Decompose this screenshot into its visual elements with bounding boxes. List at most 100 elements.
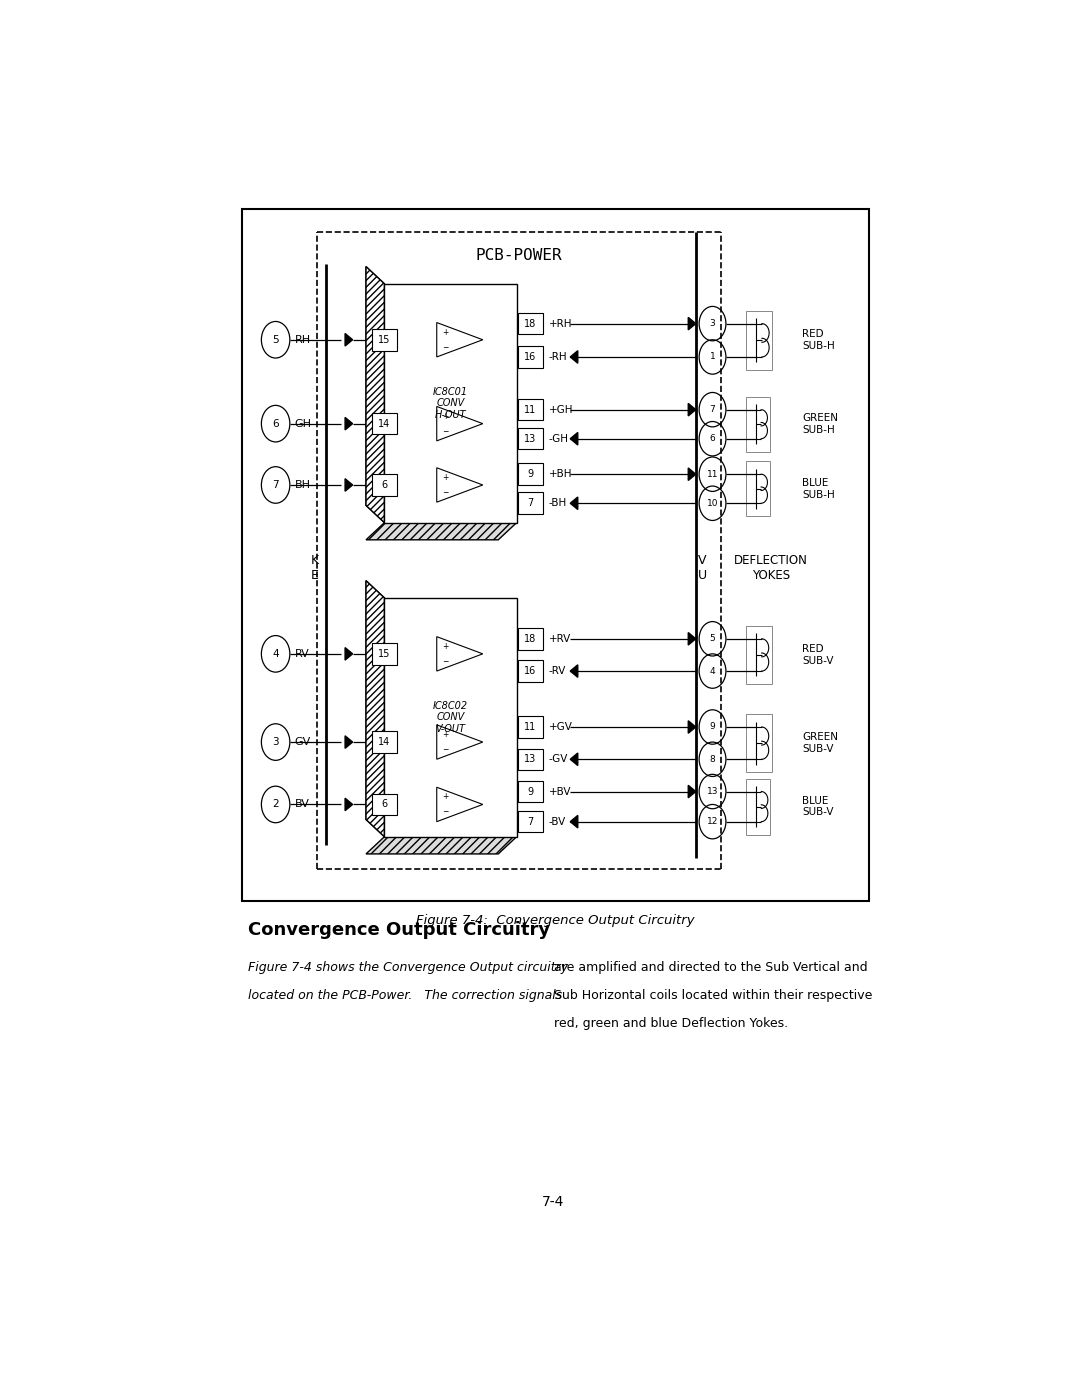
Text: 7: 7 bbox=[272, 481, 279, 490]
Text: BV: BV bbox=[295, 799, 310, 809]
Bar bbox=[746, 778, 770, 834]
Bar bbox=[372, 643, 397, 665]
Text: +RV: +RV bbox=[549, 634, 570, 644]
Polygon shape bbox=[570, 433, 578, 446]
Text: -GV: -GV bbox=[549, 754, 568, 764]
Bar bbox=[242, 208, 869, 901]
Polygon shape bbox=[346, 479, 352, 492]
Text: 5: 5 bbox=[272, 335, 279, 345]
Text: BLUE
SUB-V: BLUE SUB-V bbox=[802, 796, 834, 817]
Polygon shape bbox=[346, 648, 352, 661]
Bar bbox=[517, 464, 542, 485]
Text: 16: 16 bbox=[524, 352, 536, 362]
Text: −: − bbox=[442, 342, 448, 352]
Polygon shape bbox=[688, 633, 696, 645]
Text: IC8C01
CONV
H-OUT: IC8C01 CONV H-OUT bbox=[433, 387, 468, 420]
Bar bbox=[517, 629, 542, 650]
Text: 16: 16 bbox=[524, 666, 536, 676]
Text: +: + bbox=[442, 474, 448, 482]
Polygon shape bbox=[436, 468, 483, 502]
Polygon shape bbox=[366, 522, 516, 539]
Text: V
U: V U bbox=[698, 553, 707, 581]
Text: 7: 7 bbox=[527, 499, 534, 509]
Text: red, green and blue Deflection Yokes.: red, green and blue Deflection Yokes. bbox=[554, 1017, 787, 1031]
Polygon shape bbox=[366, 267, 384, 522]
Bar bbox=[372, 474, 397, 496]
Polygon shape bbox=[366, 581, 384, 837]
Text: Figure 7-4:  Convergence Output Circuitry: Figure 7-4: Convergence Output Circuitry bbox=[416, 914, 694, 928]
Bar bbox=[517, 427, 542, 450]
Polygon shape bbox=[436, 788, 483, 821]
Text: 10: 10 bbox=[706, 499, 718, 507]
Text: GV: GV bbox=[295, 738, 311, 747]
Polygon shape bbox=[366, 267, 384, 522]
Text: -RH: -RH bbox=[549, 352, 567, 362]
Polygon shape bbox=[436, 637, 483, 671]
Text: 1: 1 bbox=[710, 352, 715, 362]
Polygon shape bbox=[436, 323, 483, 358]
Polygon shape bbox=[570, 497, 578, 510]
Text: −: − bbox=[442, 426, 448, 436]
Text: +: + bbox=[442, 792, 448, 802]
Text: Figure 7-4 shows the Convergence Output circuitry: Figure 7-4 shows the Convergence Output … bbox=[248, 961, 568, 975]
Text: located on the PCB-Power.   The correction signals: located on the PCB-Power. The correction… bbox=[248, 989, 563, 1003]
Text: -RV: -RV bbox=[549, 666, 566, 676]
Polygon shape bbox=[688, 317, 696, 330]
Text: 11: 11 bbox=[524, 722, 536, 732]
Text: are amplified and directed to the Sub Vertical and: are amplified and directed to the Sub Ve… bbox=[554, 961, 867, 975]
Polygon shape bbox=[688, 721, 696, 733]
Text: 14: 14 bbox=[378, 738, 391, 747]
Bar bbox=[517, 346, 542, 367]
Text: 18: 18 bbox=[524, 319, 536, 328]
Bar bbox=[517, 493, 542, 514]
Text: 6: 6 bbox=[710, 434, 715, 443]
Text: 3: 3 bbox=[710, 319, 715, 328]
Text: RED
SUB-H: RED SUB-H bbox=[802, 330, 835, 351]
Text: RH: RH bbox=[295, 335, 311, 345]
Text: 4: 4 bbox=[710, 666, 715, 676]
Text: Convergence Output Circuitry: Convergence Output Circuitry bbox=[248, 921, 550, 939]
Text: DEFLECTION
YOKES: DEFLECTION YOKES bbox=[734, 553, 808, 581]
Text: GH: GH bbox=[295, 419, 312, 429]
Text: 8: 8 bbox=[710, 754, 715, 764]
Polygon shape bbox=[570, 665, 578, 678]
Polygon shape bbox=[366, 837, 516, 854]
Polygon shape bbox=[346, 334, 352, 346]
Bar bbox=[517, 749, 542, 770]
Text: 6: 6 bbox=[381, 799, 388, 809]
Text: −: − bbox=[442, 657, 448, 666]
Bar bbox=[372, 414, 397, 434]
Text: +GV: +GV bbox=[549, 722, 572, 732]
Bar bbox=[746, 397, 770, 451]
Text: +: + bbox=[442, 412, 448, 420]
Text: 13: 13 bbox=[524, 433, 536, 444]
Text: -GH: -GH bbox=[549, 433, 568, 444]
Bar bbox=[517, 717, 542, 738]
Text: −: − bbox=[442, 745, 448, 754]
Text: −: − bbox=[442, 807, 448, 816]
Text: 3: 3 bbox=[272, 738, 279, 747]
Text: 11: 11 bbox=[706, 469, 718, 479]
Bar bbox=[372, 330, 397, 351]
Text: +RH: +RH bbox=[549, 319, 572, 328]
Text: 9: 9 bbox=[710, 722, 715, 732]
Text: 13: 13 bbox=[706, 787, 718, 796]
Polygon shape bbox=[688, 468, 696, 481]
Polygon shape bbox=[366, 581, 384, 837]
Text: 7: 7 bbox=[710, 405, 715, 414]
Text: 6: 6 bbox=[272, 419, 279, 429]
Polygon shape bbox=[688, 785, 696, 798]
Text: BH: BH bbox=[295, 481, 311, 490]
Bar bbox=[746, 310, 772, 370]
Text: 11: 11 bbox=[524, 405, 536, 415]
Text: Sub Horizontal coils located within their respective: Sub Horizontal coils located within thei… bbox=[554, 989, 872, 1003]
Polygon shape bbox=[436, 407, 483, 441]
Text: PCB-POWER: PCB-POWER bbox=[476, 249, 563, 263]
Text: −: − bbox=[442, 488, 448, 497]
Text: K
E: K E bbox=[311, 553, 319, 581]
Bar bbox=[746, 461, 770, 515]
Text: 15: 15 bbox=[378, 648, 391, 659]
Polygon shape bbox=[346, 736, 352, 749]
Bar bbox=[746, 626, 771, 685]
Text: -BH: -BH bbox=[549, 499, 567, 509]
